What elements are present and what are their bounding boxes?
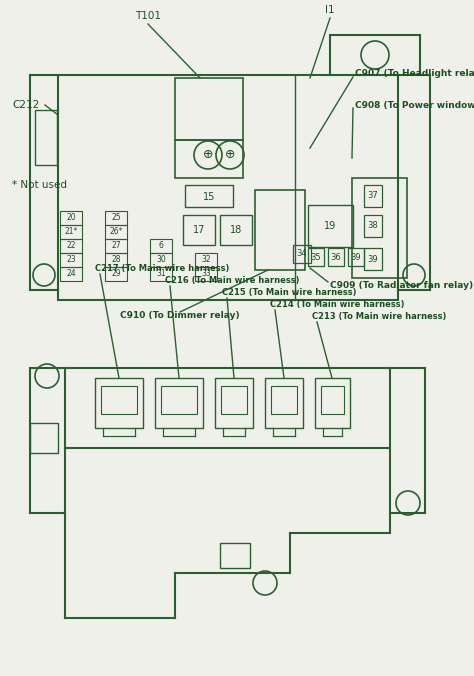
- Text: T101: T101: [135, 11, 161, 21]
- Bar: [105, 239, 127, 253]
- Bar: [65, 368, 390, 448]
- Text: 31: 31: [156, 270, 166, 279]
- Bar: [293, 245, 311, 263]
- Text: 21*: 21*: [64, 228, 78, 237]
- Bar: [328, 248, 344, 266]
- Bar: [101, 386, 137, 414]
- Text: 28: 28: [111, 256, 121, 264]
- Bar: [364, 248, 382, 270]
- Text: ⊕: ⊕: [203, 149, 213, 162]
- Bar: [364, 185, 382, 207]
- Bar: [30, 423, 58, 453]
- Bar: [60, 267, 82, 281]
- Text: 30: 30: [156, 256, 166, 264]
- Text: 26*: 26*: [109, 228, 123, 237]
- Bar: [105, 225, 127, 239]
- Bar: [183, 215, 215, 245]
- Text: 39: 39: [351, 253, 361, 262]
- Text: 25: 25: [111, 214, 121, 222]
- Text: C907 (To Headlight relay): C907 (To Headlight relay): [355, 68, 474, 78]
- Text: C214 (To Main wire harness): C214 (To Main wire harness): [270, 299, 404, 308]
- Text: 24: 24: [66, 270, 76, 279]
- Bar: [60, 239, 82, 253]
- Text: 15: 15: [203, 192, 215, 202]
- Text: 34: 34: [297, 249, 307, 258]
- Text: 36: 36: [331, 253, 341, 262]
- Bar: [105, 211, 127, 225]
- Bar: [155, 378, 203, 428]
- Text: 39: 39: [368, 254, 378, 264]
- Bar: [161, 386, 197, 414]
- Text: 35: 35: [310, 253, 321, 262]
- Text: 37: 37: [368, 191, 378, 201]
- Text: C215 (To Main wire harness): C215 (To Main wire harness): [222, 287, 356, 297]
- Bar: [271, 386, 297, 414]
- Bar: [221, 386, 247, 414]
- Text: C909 (To Radiator fan relay): C909 (To Radiator fan relay): [330, 281, 473, 289]
- Bar: [95, 378, 143, 428]
- Text: 19: 19: [324, 221, 336, 231]
- Text: 6: 6: [159, 241, 164, 251]
- Bar: [315, 378, 350, 428]
- Bar: [150, 239, 172, 253]
- Text: 17: 17: [193, 225, 205, 235]
- Bar: [220, 543, 250, 568]
- Text: * Not used: * Not used: [12, 180, 67, 190]
- Bar: [35, 110, 57, 165]
- Bar: [150, 267, 172, 281]
- Bar: [150, 253, 172, 267]
- Bar: [195, 253, 217, 267]
- Bar: [352, 178, 407, 278]
- Bar: [105, 267, 127, 281]
- Bar: [321, 386, 344, 414]
- Bar: [364, 215, 382, 237]
- Bar: [220, 215, 252, 245]
- Text: I1: I1: [325, 5, 335, 15]
- Text: 18: 18: [230, 225, 242, 235]
- Bar: [308, 248, 324, 266]
- Text: 33: 33: [201, 270, 211, 279]
- Bar: [348, 248, 364, 266]
- Bar: [60, 225, 82, 239]
- Bar: [265, 378, 303, 428]
- Bar: [185, 185, 233, 207]
- Bar: [60, 253, 82, 267]
- Text: 20: 20: [66, 214, 76, 222]
- Text: C910 (To Dimmer relay): C910 (To Dimmer relay): [120, 310, 240, 320]
- Text: 29: 29: [111, 270, 121, 279]
- Bar: [308, 205, 353, 247]
- Bar: [255, 190, 305, 270]
- Text: 38: 38: [368, 222, 378, 231]
- Text: 27: 27: [111, 241, 121, 251]
- Text: 32: 32: [201, 256, 211, 264]
- Bar: [60, 211, 82, 225]
- Bar: [105, 253, 127, 267]
- Text: C213 (To Main wire harness): C213 (To Main wire harness): [312, 312, 447, 320]
- Bar: [58, 75, 398, 300]
- Text: C216 (To Main wire harness): C216 (To Main wire harness): [165, 276, 300, 285]
- Text: C212: C212: [12, 100, 39, 110]
- Text: 22: 22: [66, 241, 76, 251]
- Text: ⊕: ⊕: [225, 149, 235, 162]
- Bar: [215, 378, 253, 428]
- Bar: [175, 140, 243, 178]
- Bar: [195, 267, 217, 281]
- Bar: [175, 78, 243, 140]
- Text: C908 (To Power window relay): C908 (To Power window relay): [355, 101, 474, 110]
- Text: 23: 23: [66, 256, 76, 264]
- Text: C217 (To Main wire harness): C217 (To Main wire harness): [95, 264, 229, 272]
